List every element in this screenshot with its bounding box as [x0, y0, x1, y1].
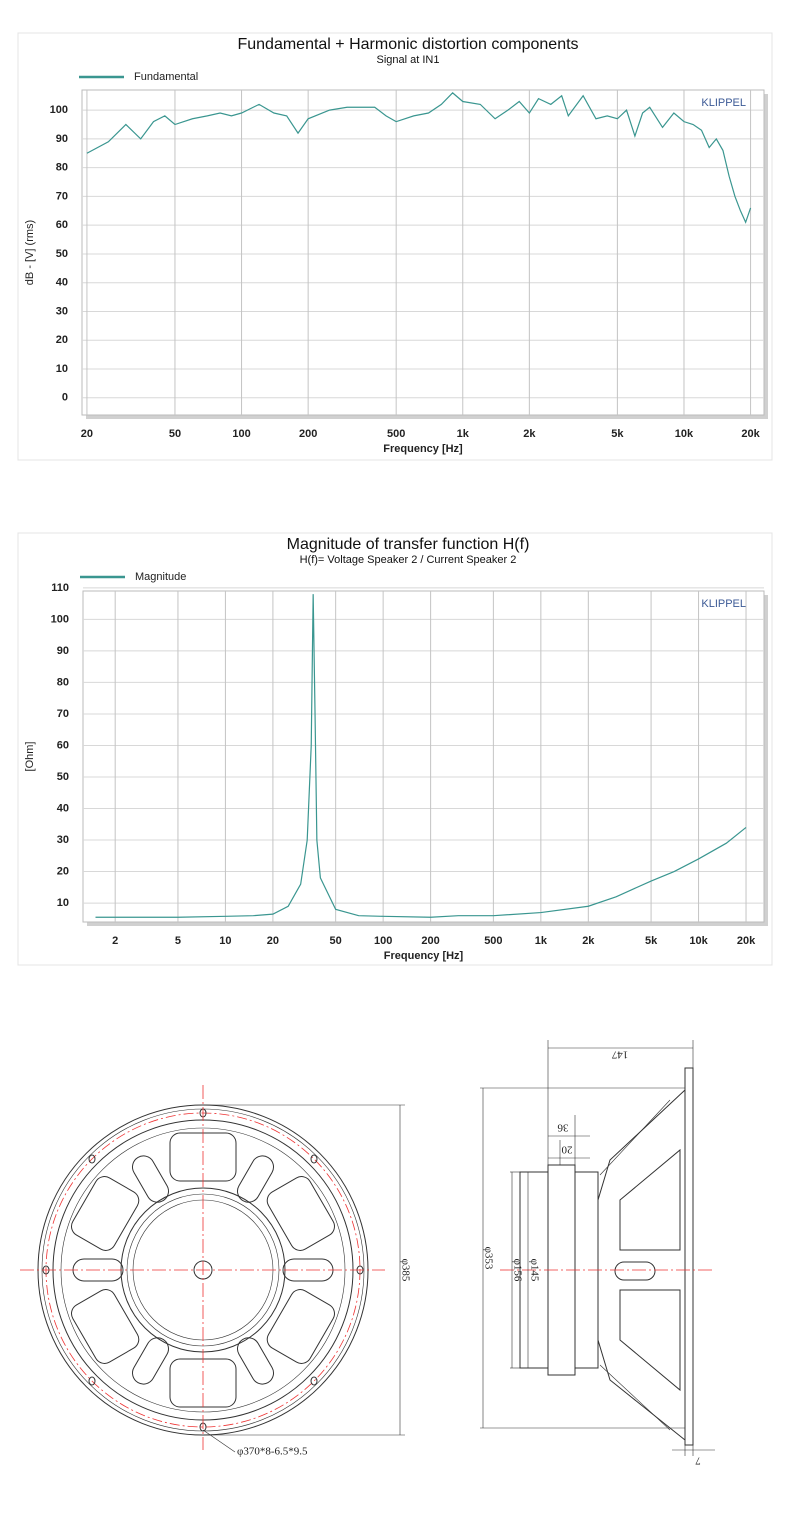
dimension-label: φ385	[399, 1259, 411, 1282]
data-line	[86, 92, 752, 224]
y-tick-label: 50	[56, 248, 68, 260]
dimension-label: 36	[557, 1121, 569, 1133]
x-axis-label: Frequency [Hz]	[384, 950, 464, 962]
dimension-label: 147	[611, 1048, 628, 1060]
x-tick-label: 2k	[523, 428, 536, 440]
x-tick-label: 1k	[535, 935, 548, 947]
y-tick-label: 30	[56, 305, 68, 317]
x-tick-label: 50	[169, 428, 181, 440]
x-tick-label: 1k	[457, 428, 470, 440]
x-tick-label: 20	[81, 428, 93, 440]
y-tick-label: 70	[56, 190, 68, 202]
dimension-label: 7	[695, 1454, 701, 1466]
y-tick-label: 30	[57, 834, 69, 846]
dimension-label: φ156	[511, 1259, 523, 1282]
y-tick-label: 60	[57, 739, 69, 751]
dimension-label: φ145	[528, 1259, 540, 1282]
legend-label: Magnitude	[135, 571, 186, 583]
legend-label: Fundamental	[134, 71, 198, 83]
y-tick-label: 0	[62, 392, 68, 404]
y-tick-label: 90	[56, 133, 68, 145]
y-tick-label: 10	[56, 363, 68, 375]
x-tick-label: 10k	[675, 428, 694, 440]
annotation: KLIPPEL	[701, 97, 746, 109]
data-line	[95, 594, 747, 918]
x-tick-label: 2k	[582, 935, 595, 947]
y-tick-label: 80	[57, 676, 69, 688]
x-tick-label: 5	[175, 935, 181, 947]
x-axis-label: Frequency [Hz]	[383, 443, 463, 455]
dimension-label: φ370*8-6.5*9.5	[237, 1446, 308, 1458]
y-axis-label: [Ohm]	[24, 742, 36, 772]
x-tick-label: 10k	[689, 935, 708, 947]
y-tick-label: 90	[57, 645, 69, 657]
technical-drawing: 147 36 20 φ145 φ156 φ353 φ385 φ370*8-6.5…	[20, 1040, 715, 1466]
chart-subtitle: H(f)= Voltage Speaker 2 / Current Speake…	[300, 554, 517, 566]
dimension-label: 20	[561, 1143, 573, 1155]
x-tick-label: 100	[374, 935, 392, 947]
x-tick-label: 20k	[737, 935, 756, 947]
y-tick-label: 50	[57, 771, 69, 783]
side-view	[480, 1040, 715, 1456]
x-tick-label: 500	[387, 428, 405, 440]
y-tick-label: 60	[56, 219, 68, 231]
annotation: KLIPPEL	[701, 598, 746, 610]
x-tick-label: 20k	[741, 428, 760, 440]
x-tick-label: 5k	[645, 935, 658, 947]
x-tick-label: 20	[267, 935, 279, 947]
dimension-label: φ353	[482, 1247, 494, 1270]
y-axis-label: dB - [V] (rms)	[24, 220, 36, 285]
chart-subtitle: Signal at IN1	[377, 54, 440, 66]
y-tick-label: 20	[56, 334, 68, 346]
x-tick-label: 200	[299, 428, 317, 440]
front-view	[20, 1085, 405, 1453]
chart-title: Magnitude of transfer function H(f)	[287, 536, 530, 553]
chart-title: Fundamental + Harmonic distortion compon…	[237, 36, 578, 53]
y-tick-label: 20	[57, 865, 69, 877]
plot-area	[82, 590, 765, 923]
x-tick-label: 2	[112, 935, 118, 947]
y-tick-label: 40	[57, 802, 69, 814]
y-tick-label: 10	[57, 897, 69, 909]
y-tick-label: 70	[57, 708, 69, 720]
y-tick-label: 110	[51, 582, 69, 594]
x-tick-label: 50	[330, 935, 342, 947]
plot-area	[81, 89, 765, 416]
x-tick-label: 5k	[611, 428, 624, 440]
x-tick-label: 500	[484, 935, 502, 947]
x-tick-label: 10	[219, 935, 231, 947]
x-tick-label: 200	[421, 935, 439, 947]
y-tick-label: 80	[56, 162, 68, 174]
y-tick-label: 100	[50, 104, 68, 116]
x-tick-label: 100	[232, 428, 250, 440]
y-tick-label: 40	[56, 277, 68, 289]
y-tick-label: 100	[51, 613, 69, 625]
